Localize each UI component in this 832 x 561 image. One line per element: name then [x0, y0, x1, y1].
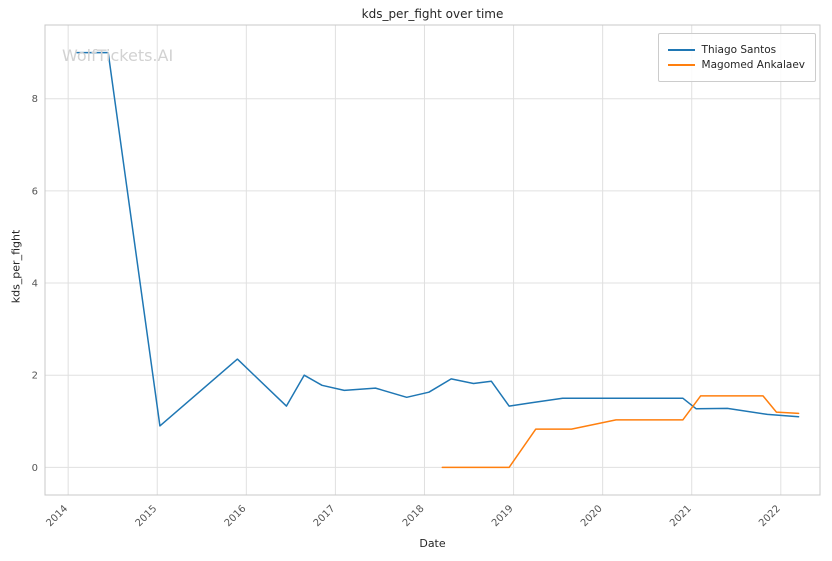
svg-text:2015: 2015 [134, 503, 160, 529]
legend-item-magomed-ankalaev: Magomed Ankalaev [667, 59, 805, 71]
watermark: WolfTickets.AI [62, 46, 174, 65]
svg-text:2: 2 [32, 371, 38, 382]
plot-background [45, 25, 820, 495]
svg-text:2020: 2020 [579, 503, 605, 529]
plot-border [44, 24, 821, 496]
legend-label: Thiago Santos [701, 44, 777, 56]
legend-line-swatch-orange [667, 64, 695, 66]
gridlines [45, 25, 820, 495]
x-tick-labels: 2014 2015 2016 2017 2018 2019 2020 2021 2022 [45, 503, 783, 529]
svg-text:4: 4 [32, 279, 38, 290]
chart-title: kds_per_fight over time [361, 7, 504, 21]
legend-label: Magomed Ankalaev [701, 59, 805, 71]
series-line-magomed-ankalaev [441, 395, 800, 469]
svg-text:2021: 2021 [668, 503, 694, 529]
svg-text:2022: 2022 [757, 503, 783, 529]
svg-text:6: 6 [32, 186, 38, 197]
svg-text:2019: 2019 [490, 503, 516, 529]
legend: Thiago Santos Magomed Ankalaev [657, 33, 816, 82]
legend-item-thiago-santos: Thiago Santos [667, 44, 805, 56]
svg-text:0: 0 [32, 463, 38, 474]
svg-text:2017: 2017 [312, 503, 338, 529]
x-axis-label: Date [419, 537, 446, 550]
svg-text:8: 8 [32, 94, 38, 105]
svg-text:2014: 2014 [45, 503, 71, 529]
y-tick-labels: 0 2 4 6 8 [32, 94, 38, 474]
legend-line-swatch-blue [667, 49, 695, 51]
series-line-thiago-santos [76, 51, 800, 427]
svg-text:2016: 2016 [223, 503, 249, 529]
y-axis-label: kds_per_fight [9, 229, 23, 304]
svg-text:2018: 2018 [401, 503, 427, 529]
